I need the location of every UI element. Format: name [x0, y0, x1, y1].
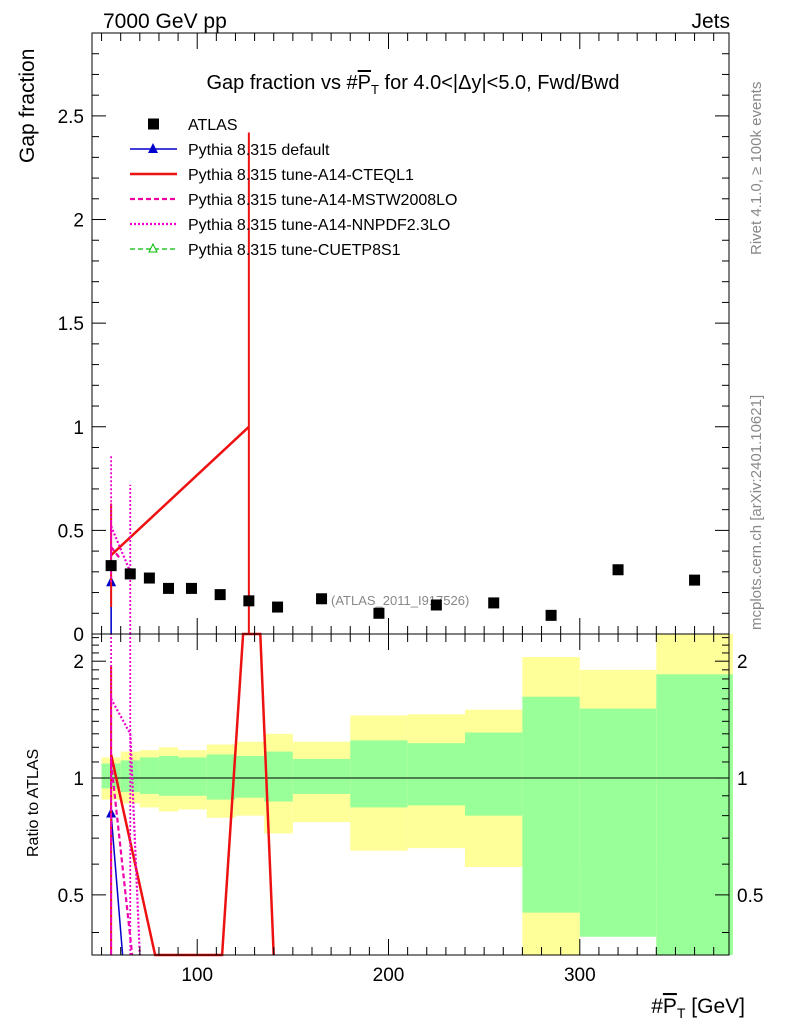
ratio-ytick-label-right: 0.5 [737, 886, 763, 907]
x-axis-title-t: T [677, 1005, 686, 1021]
data-point-12 [545, 609, 557, 621]
legend-label: Pythia 8.315 tune-A14-MSTW2008LO [188, 192, 457, 209]
legend-label: Pythia 8.315 default [188, 142, 330, 159]
data-point-3 [163, 582, 175, 594]
legend-label: Pythia 8.315 tune-A14-CTEQL1 [188, 167, 414, 184]
plot-title-p: P [358, 72, 371, 94]
legend-label: Pythia 8.315 tune-A14-NNPDF2.3LO [188, 217, 450, 234]
ratio-ytick-label-right: 1 [737, 769, 748, 790]
mcplots-label: mcplots.cern.ch [arXiv:2401.10621] [748, 395, 765, 630]
legend-label: Pythia 8.315 tune-CUETP8S1 [188, 242, 401, 259]
ratio-y-axis-title: Ratio to ATLAS [25, 749, 42, 857]
ratio-ytick-label-left: 1 [73, 769, 84, 790]
plot-title-t: T [371, 82, 379, 97]
band-inner-5 [206, 754, 236, 800]
header-left: 7000 GeV pp [103, 10, 227, 33]
band-inner-11 [465, 732, 523, 816]
svg-text:#PT [GeV]: #PT [GeV] [651, 995, 745, 1021]
band-inner-14 [656, 674, 733, 955]
plot-title-pre: Gap fraction vs # [206, 72, 358, 94]
rivet-label: Rivet 4.1.0, ≥ 100k events [748, 82, 765, 255]
main-ytick-label: 2 [73, 211, 84, 232]
plot-title: Gap fraction vs #PT for 4.0<|Δy|<5.0, Fw… [206, 72, 619, 97]
ratio-line-mstw [110, 761, 134, 956]
band-inner-9 [350, 740, 408, 808]
x-axis-title: #PT [GeV] [651, 995, 745, 1021]
axes: 0 0.5 1 1.5 2 2.5 100 200 300 0.5 0.5 1 1 2 2 [58, 32, 763, 986]
ratio-bands [92, 634, 733, 955]
legend-marker-cuetp [148, 242, 158, 253]
band-inner-1 [120, 760, 140, 793]
data-point-7 [272, 601, 284, 613]
ratio-line-default [110, 813, 124, 956]
legend-marker-default [148, 143, 158, 153]
x-axis-title-pre: # [651, 995, 663, 1018]
y-axis-title: Gap fraction [16, 49, 39, 163]
ratio-frame [91, 633, 730, 956]
data-point-13 [612, 564, 624, 576]
data-markers [105, 560, 701, 621]
data-point-4 [185, 582, 197, 594]
xtick-label: 200 [373, 965, 405, 986]
ratio-ytick-label-left: 0.5 [58, 886, 84, 907]
band-inner-3 [158, 755, 179, 796]
main-line-nnpdf [110, 525, 132, 573]
legend: ATLAS Pythia 8.315 default Pythia 8.315 tu… [130, 117, 457, 259]
data-point-9 [373, 607, 385, 619]
ratio-series [106, 632, 275, 957]
data-point-0 [105, 560, 117, 572]
data-point-2 [143, 572, 155, 584]
xtick-label: 300 [564, 965, 596, 986]
svg-text:Gap fraction vs #PT for 4.0<|Δ: Gap fraction vs #PT for 4.0<|Δy|<5.0, Fw… [206, 72, 619, 97]
main-series [106, 132, 250, 634]
band-inner-2 [139, 757, 159, 794]
main-line-mstw [110, 546, 122, 561]
main-ytick-label: 1 [73, 418, 84, 439]
data-point-11 [488, 597, 500, 609]
header-right: Jets [691, 10, 730, 33]
main-line-cteql1 [110, 425, 250, 557]
main-ytick-label: 2.5 [58, 107, 84, 128]
data-point-5 [214, 589, 226, 601]
ratio-ytick-label-right: 2 [737, 652, 748, 673]
main-ytick-label: 0 [73, 625, 84, 646]
data-point-8 [316, 593, 328, 605]
data-point-10 [430, 599, 442, 611]
ratio-line-cteql1 [109, 632, 275, 957]
data-point-14 [689, 574, 701, 586]
data-point-1 [124, 568, 136, 580]
plot-title-post: for 4.0<|Δy|<5.0, Fwd/Bwd [379, 72, 620, 94]
band-inner-12 [522, 696, 580, 913]
x-axis-title-post: [GeV] [685, 995, 745, 1018]
x-axis-title-p: P [663, 995, 677, 1018]
legend-marker-data [148, 118, 159, 130]
main-ytick-label: 1.5 [58, 314, 84, 335]
legend-label: ATLAS [188, 117, 238, 134]
analysis-watermark: (ATLAS_2011_I917526) [331, 593, 469, 608]
band-inner-6 [235, 755, 265, 798]
data-point-6 [243, 595, 255, 607]
band-inner-7 [264, 751, 293, 802]
band-inner-8 [292, 758, 351, 794]
ratio-line-nnpdf [110, 698, 141, 956]
band-inner-10 [407, 743, 466, 806]
band-inner-4 [178, 757, 207, 796]
band-inner-13 [579, 708, 657, 937]
ratio-ytick-label-left: 2 [73, 652, 84, 673]
main-ytick-label: 0.5 [58, 521, 84, 542]
xtick-label: 100 [181, 965, 213, 986]
